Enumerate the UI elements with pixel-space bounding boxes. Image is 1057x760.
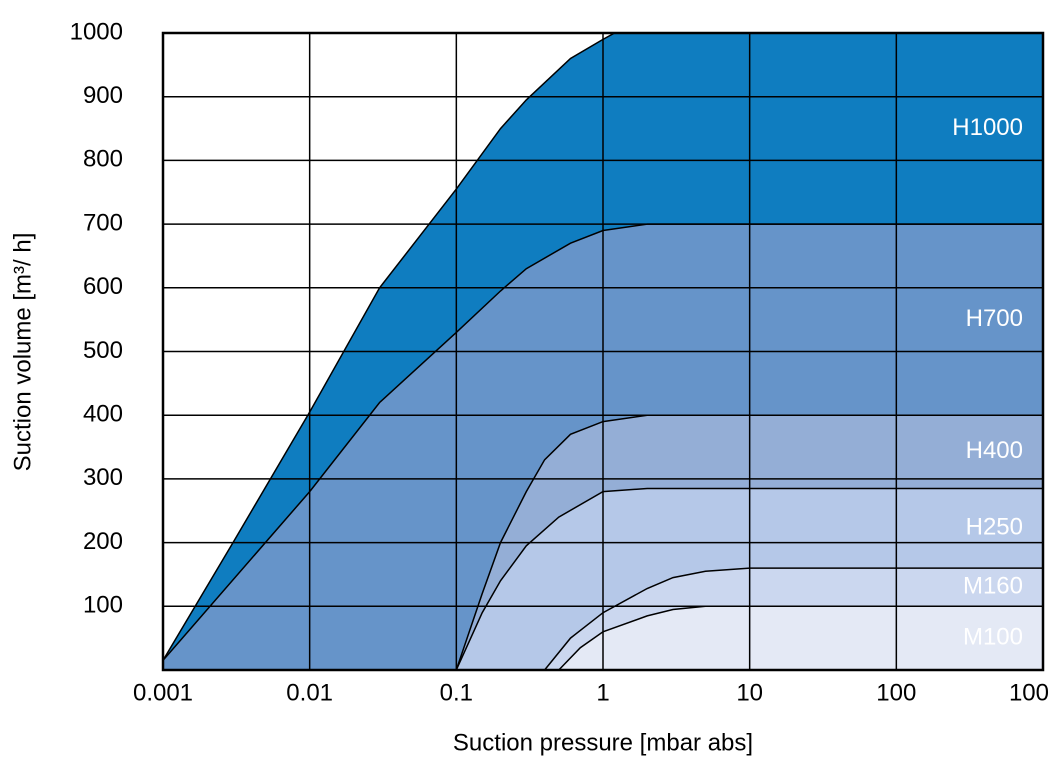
series-label: H1000: [952, 114, 1023, 141]
x-tick-label: 0.01: [286, 679, 333, 706]
y-tick-label: 200: [83, 528, 123, 555]
y-tick-label: 400: [83, 401, 123, 428]
series-label: H250: [966, 514, 1023, 541]
y-tick-label: 1000: [70, 18, 123, 45]
x-tick-label: 100: [1009, 679, 1049, 706]
plot-frame: [161, 31, 1045, 672]
y-tick-label: 500: [83, 337, 123, 364]
y-tick-label: 600: [83, 273, 123, 300]
series-label: M160: [963, 573, 1023, 600]
x-tick-label: 0.001: [133, 679, 193, 706]
series-label: M100: [963, 623, 1023, 650]
y-tick-label: 100: [83, 592, 123, 619]
x-tick-label: 100: [876, 679, 916, 706]
y-tick-label: 900: [83, 82, 123, 109]
y-axis-label: Suction volume [m³/ h]: [9, 233, 36, 472]
x-tick-label: 0.1: [440, 679, 473, 706]
x-tick-label: 10: [736, 679, 763, 706]
series-label: H700: [966, 305, 1023, 332]
y-tick-label: 700: [83, 209, 123, 236]
series-label: H400: [966, 437, 1023, 464]
x-tick-label: 1: [596, 679, 609, 706]
y-tick-label: 300: [83, 464, 123, 491]
y-tick-label: 800: [83, 146, 123, 173]
x-axis-label: Suction pressure [mbar abs]: [453, 729, 753, 756]
